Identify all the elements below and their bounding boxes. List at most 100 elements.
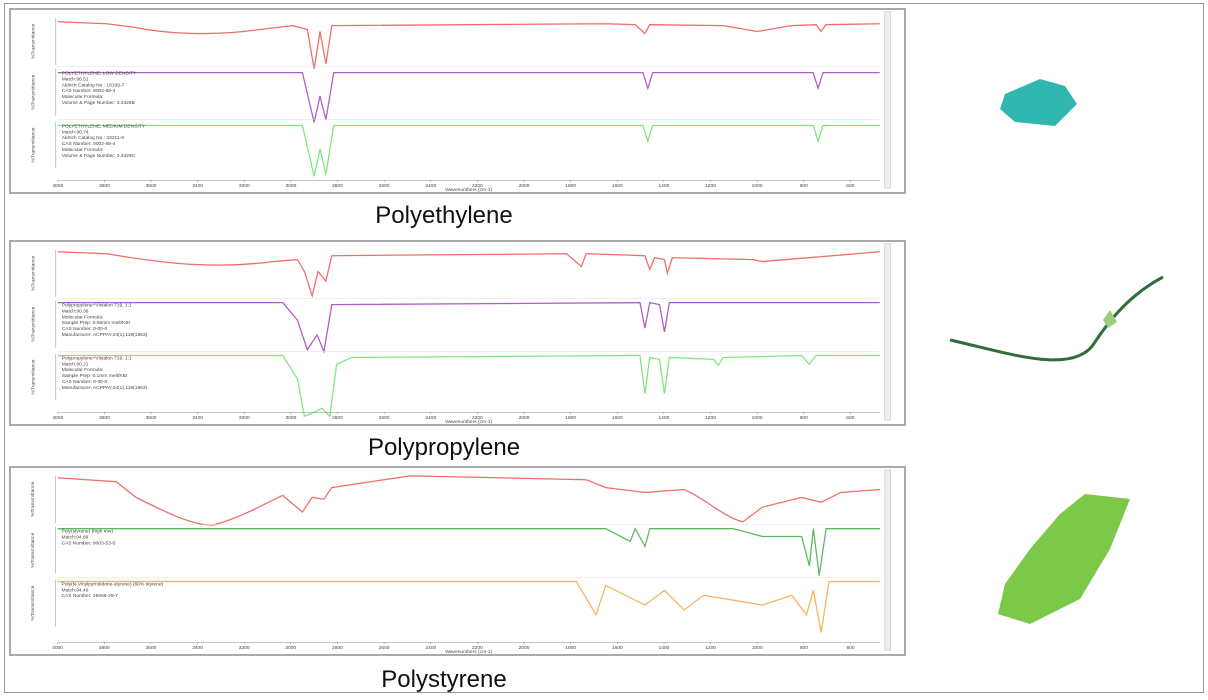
sample <box>950 277 1163 360</box>
x-tick-label: 600 <box>846 183 854 189</box>
match-info: Match:90.38 <box>62 308 89 314</box>
x-tick-label: 1600 <box>612 645 623 651</box>
spectrum <box>58 303 880 352</box>
match-info: CAS Number: 0-00-0 <box>62 379 108 385</box>
x-tick-label: 1800 <box>565 415 576 421</box>
sample-photo <box>945 272 1175 372</box>
x-tick-label: 3400 <box>192 645 203 651</box>
x-tick-label: 3600 <box>145 645 156 651</box>
y-axis-label: %Transmittance <box>30 256 36 291</box>
x-tick-label: 800 <box>800 645 808 651</box>
x-tick-label: 4000 <box>52 183 63 189</box>
x-tick-label: 3600 <box>146 183 157 189</box>
panel-label: Polystyrene <box>9 666 879 694</box>
x-tick-label: 3800 <box>99 415 110 421</box>
match-info: Volume & Page Number: 3,4429C <box>62 153 136 159</box>
match-info: Match:94.89 <box>62 534 89 540</box>
spectrum <box>58 356 880 417</box>
match-info: Aldrich Catalog No.: 18189-7 <box>62 82 125 88</box>
spectrum-panel: 4000380036003400320030002800260024002200… <box>9 240 906 426</box>
x-tick-label: 3200 <box>239 183 250 189</box>
x-tick-label: 2000 <box>519 183 530 189</box>
match-info: CAS Number: 9002-88-4 <box>62 141 116 147</box>
x-axis-label: Wavenumbers (cm-1) <box>445 419 492 425</box>
sample-photo <box>990 489 1140 629</box>
match-info: Molecular Formula: <box>62 147 104 153</box>
match-info: Polypropylene+Vistalon 719, 1:1 <box>62 355 132 361</box>
scrollbar <box>885 12 891 188</box>
x-tick-label: 1200 <box>705 645 716 651</box>
match-info: Match:90.51 <box>62 76 89 82</box>
x-tick-label: 1800 <box>565 645 576 651</box>
x-tick-label: 3600 <box>146 415 157 421</box>
y-axis-label: %Transmittance <box>30 532 36 567</box>
spectrum <box>58 22 880 69</box>
x-tick-label: 1000 <box>752 183 763 189</box>
x-tick-label: 3400 <box>192 183 203 189</box>
spectrum <box>58 529 880 576</box>
x-tick-label: 2600 <box>379 183 390 189</box>
sample <box>998 494 1130 624</box>
match-info: Molecular Formula: <box>62 367 104 373</box>
x-tick-label: 1600 <box>612 415 623 421</box>
x-tick-label: 2600 <box>379 645 390 651</box>
match-info: Sample Prep: 0.06mm melt/KBr <box>62 320 131 326</box>
panel-label: Polyethylene <box>9 202 879 230</box>
match-info: Manufacturer: ACPPAY,24(1),119(1963) <box>62 332 148 338</box>
x-tick-label: 2600 <box>379 415 390 421</box>
sample <box>1000 79 1077 126</box>
x-tick-label: 1000 <box>752 415 763 421</box>
x-axis-label: Wavenumbers (cm-1) <box>445 649 492 655</box>
x-tick-label: 2400 <box>425 183 436 189</box>
x-tick-label: 2400 <box>425 645 436 651</box>
x-tick-label: 3200 <box>239 415 250 421</box>
y-axis-label: %Transmittance <box>30 359 36 394</box>
spectrum <box>58 476 880 525</box>
spectrum <box>58 73 880 123</box>
y-axis-label: %Transmittance <box>30 74 36 109</box>
match-info: Molecular Formula: <box>62 314 104 320</box>
x-tick-label: 3000 <box>285 183 296 189</box>
y-axis-label: %Transmittance <box>30 306 36 341</box>
x-tick-label: 3000 <box>285 645 296 651</box>
x-tick-label: 4000 <box>52 415 63 421</box>
x-tick-label: 1800 <box>565 183 576 189</box>
match-info: CAS Number: 25086-29-7 <box>62 593 119 599</box>
y-axis-label: %Transmittance <box>30 127 36 162</box>
match-info: Match:94.40 <box>62 587 89 593</box>
match-info: Sample Prep: 0.1mm melt/KBr <box>62 373 128 379</box>
x-tick-label: 3200 <box>239 645 250 651</box>
x-axis-label: Wavenumbers (cm-1) <box>445 187 492 193</box>
match-info: Match:90.74 <box>62 129 89 135</box>
x-tick-label: 800 <box>800 183 808 189</box>
x-tick-label: 1400 <box>659 645 670 651</box>
x-tick-label: 600 <box>846 645 854 651</box>
x-tick-label: 1200 <box>705 415 716 421</box>
x-tick-label: 1200 <box>705 183 716 189</box>
x-tick-label: 1000 <box>752 645 763 651</box>
x-tick-label: 800 <box>800 415 808 421</box>
match-info: Poly(N-Vinylpyrrolidone-styrene) (60% st… <box>62 581 164 587</box>
x-tick-label: 2800 <box>332 415 343 421</box>
x-tick-label: 2000 <box>519 415 530 421</box>
x-tick-label: 4000 <box>52 645 63 651</box>
x-tick-label: 1600 <box>612 183 623 189</box>
scrollbar <box>885 470 891 650</box>
match-info: CAS Number: 9003-53-6 <box>62 540 116 546</box>
x-tick-label: 2400 <box>425 415 436 421</box>
match-info: Aldrich Catalog No.: 33211-9 <box>62 135 125 141</box>
x-tick-label: 2800 <box>332 183 343 189</box>
x-tick-label: 600 <box>846 415 854 421</box>
x-tick-label: 3800 <box>99 183 110 189</box>
spectrum <box>58 582 880 633</box>
match-info: Volume & Page Number: 3,4428B <box>62 100 135 106</box>
y-axis-label: %Transmittance <box>30 24 36 59</box>
x-tick-label: 3000 <box>285 415 296 421</box>
x-tick-label: 2000 <box>519 645 530 651</box>
y-axis-label: %Transmittance <box>30 585 36 620</box>
match-info: CAS Number: 9002-88-4 <box>62 88 116 94</box>
sample-photo <box>995 74 1085 134</box>
